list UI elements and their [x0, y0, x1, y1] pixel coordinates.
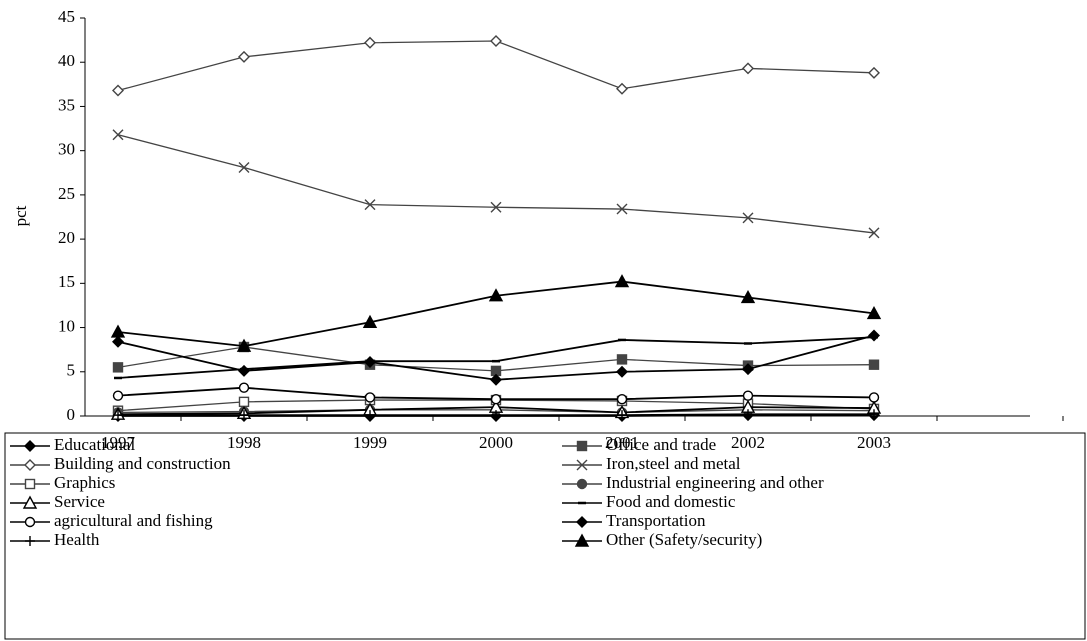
data-point — [490, 201, 502, 213]
data-point — [364, 392, 376, 403]
data-point — [868, 329, 880, 342]
series-line — [117, 40, 875, 92]
data-point — [488, 288, 504, 302]
x-tick-label: 1997 — [101, 433, 136, 452]
legend-marker — [574, 533, 590, 547]
series-line — [117, 134, 875, 234]
y-tick-label: 0 — [67, 405, 76, 424]
legend-marker — [576, 516, 588, 528]
legend-marker — [576, 459, 588, 471]
y-tick-label: 5 — [67, 361, 76, 380]
legend-label: Educational — [54, 435, 135, 454]
legend-marker — [576, 440, 588, 452]
data-point — [238, 161, 250, 173]
legend-marker — [22, 495, 38, 509]
legend-marker — [25, 536, 35, 546]
y-tick-label: 35 — [58, 95, 75, 114]
data-point — [490, 393, 502, 405]
y-tick-label: 25 — [58, 184, 75, 203]
data-point — [614, 274, 630, 288]
data-point — [112, 335, 124, 348]
data-point — [238, 50, 250, 63]
legend-label: Transportation — [606, 511, 706, 530]
legend-label: Other (Safety/security) — [606, 530, 762, 549]
data-point — [365, 410, 375, 421]
x-tick-label: 2003 — [857, 433, 891, 452]
legend-marker — [24, 459, 36, 471]
legend-label: Food and domestic — [606, 492, 736, 511]
data-point — [110, 324, 126, 338]
y-tick-label: 40 — [58, 51, 75, 70]
data-point — [490, 35, 502, 47]
data-point — [364, 199, 376, 211]
y-tick-label: 15 — [58, 272, 75, 291]
legend-label: Graphics — [54, 473, 115, 492]
data-point — [740, 290, 756, 304]
x-tick-label: 2001 — [605, 433, 639, 452]
x-tick-label: 2002 — [731, 433, 765, 452]
x-tick-label: 2000 — [479, 433, 513, 452]
y-tick-label: 45 — [58, 7, 75, 26]
data-point — [490, 373, 502, 386]
data-point — [112, 129, 124, 141]
y-tick-label: 10 — [58, 316, 75, 335]
data-point — [616, 354, 628, 365]
data-point — [742, 62, 754, 75]
data-point — [742, 363, 754, 376]
legend-marker — [576, 478, 588, 490]
legend-label: Building and construction — [54, 454, 231, 473]
data-point — [866, 305, 882, 320]
data-point — [868, 359, 880, 370]
data-point — [869, 409, 879, 420]
data-point — [743, 409, 753, 420]
data-point — [868, 227, 880, 239]
legend-label: Health — [54, 530, 100, 549]
y-axis-label: pct — [11, 205, 30, 226]
legend-label: Service — [54, 492, 105, 511]
data-point — [239, 410, 249, 421]
data-point — [616, 365, 628, 378]
legend-marker — [24, 440, 36, 452]
data-point — [238, 396, 250, 408]
data-point — [236, 338, 252, 352]
data-point — [868, 392, 880, 403]
x-tick-label: 1999 — [353, 433, 387, 452]
data-point — [238, 382, 250, 393]
legend-label: Industrial engineering and other — [606, 473, 824, 492]
data-point — [617, 410, 627, 421]
data-point — [868, 66, 880, 79]
data-point — [491, 410, 501, 421]
data-point — [112, 390, 124, 401]
legend-label: agricultural and fishing — [54, 511, 213, 530]
legend-box — [4, 432, 1086, 640]
legend-marker — [24, 478, 36, 490]
data-point — [742, 212, 754, 224]
data-point — [112, 362, 124, 373]
data-point — [742, 390, 754, 401]
legend-label: Iron,steel and metal — [606, 454, 741, 473]
data-point — [364, 356, 376, 369]
data-point — [364, 36, 376, 49]
data-point — [616, 82, 628, 95]
legend-marker — [24, 516, 36, 528]
y-tick-label: 30 — [58, 140, 75, 159]
data-point — [238, 364, 250, 377]
legend-label: Office and trade — [606, 435, 716, 454]
data-point — [616, 203, 628, 215]
data-point — [362, 314, 378, 328]
x-tick-label: 1998 — [227, 433, 261, 452]
data-point — [113, 410, 123, 421]
data-point — [616, 393, 628, 405]
y-tick-label: 20 — [58, 228, 75, 247]
data-point — [112, 84, 124, 97]
